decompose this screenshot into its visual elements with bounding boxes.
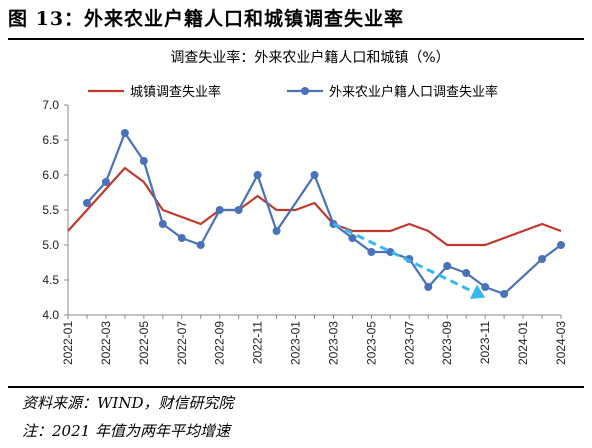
legend-label-migrant: 外来农业户籍人口调查失业率 — [329, 84, 498, 100]
footnote: 注：2021 年值为两年平均增速 — [22, 422, 230, 440]
data-point — [196, 241, 205, 249]
data-point — [215, 206, 224, 214]
data-point — [158, 220, 167, 228]
bottom-rule — [8, 386, 584, 388]
data-point — [348, 234, 357, 242]
data-point — [253, 171, 262, 179]
y-tick-label: 5.5 — [42, 203, 59, 217]
figure-title: 图 13：外来农业户籍人口和城镇调查失业率 — [8, 8, 405, 30]
data-point — [272, 227, 281, 235]
x-tick-label: 2023-11 — [478, 321, 492, 364]
data-point — [139, 157, 148, 165]
data-point — [120, 129, 129, 137]
source-note: 资料来源：WIND，财信研究院 — [22, 394, 234, 412]
data-point — [481, 283, 490, 291]
y-axis: 4.0 4.5 5.0 5.5 6.0 6.5 7.0 — [42, 98, 69, 322]
x-tick-label: 2023-07 — [402, 321, 416, 365]
x-tick-label: 2024-03 — [554, 321, 568, 365]
x-axis: 2022-01 2022-03 2022-05 2022-07 2022-09 2022-… — [61, 314, 568, 365]
data-point — [177, 234, 186, 242]
x-tick-label: 2023-09 — [440, 321, 454, 365]
data-point — [500, 290, 509, 298]
x-tick-label: 2023-01 — [289, 321, 303, 365]
data-point — [443, 262, 452, 270]
x-tick-label: 2022-11 — [251, 321, 265, 364]
data-point — [234, 206, 243, 214]
x-tick-label: 2022-07 — [175, 321, 189, 365]
x-tick-label: 2024-01 — [516, 321, 530, 365]
y-tick-label: 6.5 — [42, 133, 59, 147]
data-point — [462, 269, 471, 277]
top-rule — [8, 38, 584, 40]
x-tick-label: 2022-05 — [137, 321, 151, 365]
legend-label-urban: 城镇调查失业率 — [130, 84, 221, 100]
data-point — [101, 178, 110, 186]
x-tick-label: 2022-01 — [61, 321, 75, 365]
series-layer — [67, 129, 565, 300]
trend-arrowhead — [469, 284, 486, 300]
chart-title: 调查失业率：外来农业户籍人口和城镇（%） — [170, 49, 449, 66]
y-tick-label: 5.0 — [42, 238, 59, 252]
data-point — [82, 199, 91, 207]
data-point — [424, 283, 433, 291]
x-tick-label: 2023-05 — [364, 321, 378, 365]
y-tick-label: 6.0 — [42, 168, 59, 182]
data-point — [538, 255, 547, 263]
y-tick-label: 4.5 — [42, 273, 59, 287]
data-point — [367, 248, 376, 256]
y-tick-label: 7.0 — [42, 98, 59, 112]
data-point — [557, 241, 565, 249]
legend-marker — [301, 87, 309, 95]
x-tick-label: 2022-03 — [99, 321, 113, 365]
series-line-urban — [67, 166, 562, 247]
x-tick-label: 2023-03 — [326, 321, 340, 365]
x-tick-label: 2022-09 — [213, 321, 227, 365]
y-tick-label: 4.0 — [42, 308, 59, 322]
data-point — [310, 171, 319, 179]
line-chart: 调查失业率：外来农业户籍人口和城镇（%） 城镇调查失业率 外来农业户籍人口调查失业… — [42, 49, 568, 365]
legend: 城镇调查失业率 外来农业户籍人口调查失业率 — [88, 84, 498, 100]
